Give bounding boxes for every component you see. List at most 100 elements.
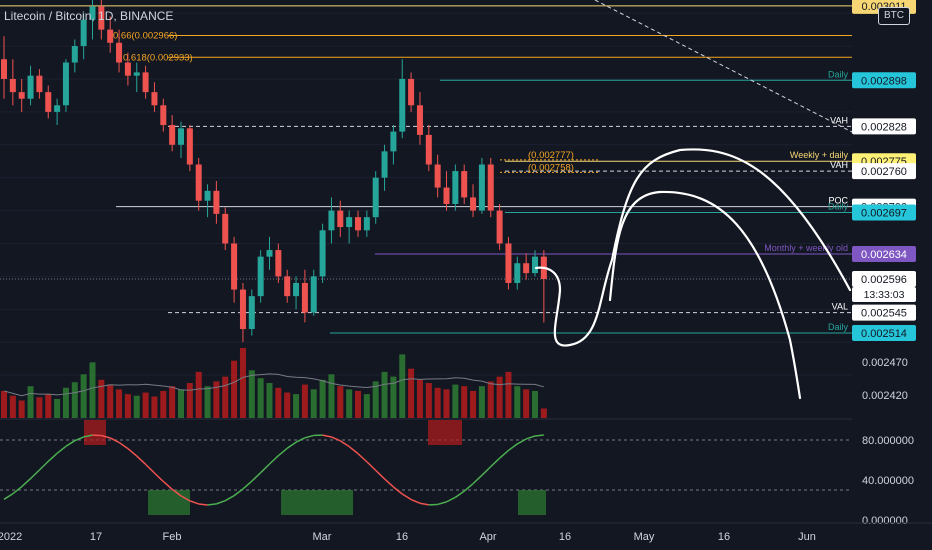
candle-body	[337, 210, 344, 228]
volume-bar	[284, 392, 291, 418]
osc-line-segment	[286, 441, 297, 449]
osc-line-segment	[366, 461, 377, 471]
level-002514-tag-bg	[852, 324, 916, 341]
volume-bar	[89, 362, 96, 418]
osc-line-segment	[207, 503, 217, 506]
volume-bar	[337, 386, 344, 418]
candle-body	[505, 243, 512, 283]
candle-body	[151, 92, 158, 106]
candle-body	[204, 190, 211, 201]
time-tick-label: May	[634, 531, 655, 543]
trend-line	[594, 0, 853, 133]
osc-line-segment	[277, 447, 288, 457]
osc-line-segment	[101, 434, 111, 439]
volume-bar	[355, 390, 361, 418]
candle-body	[169, 125, 176, 145]
osc-tick-label: 0.000000	[862, 515, 908, 527]
osc-line-segment	[384, 478, 394, 488]
volume-bar	[372, 381, 379, 418]
volume-bar	[213, 381, 220, 418]
osc-line-segment	[83, 434, 93, 438]
time-tick-label: 16	[559, 531, 571, 543]
price-tick-label: 0.002470	[862, 357, 908, 369]
volume-bar	[151, 396, 158, 418]
osc-oversold-zone	[518, 490, 546, 515]
candle-body	[27, 75, 34, 99]
volume-bar	[443, 389, 450, 418]
osc-oversold-zone	[281, 490, 353, 515]
time-tick-label: Jun	[798, 531, 816, 543]
osc-line-segment	[162, 480, 173, 490]
candle-body	[80, 19, 87, 47]
osc-line-segment	[153, 472, 164, 483]
osc-line-segment	[136, 455, 147, 465]
candle-body	[36, 75, 43, 93]
volume-bar	[54, 398, 61, 418]
price-axis: 0.0024700.0024200.0030110.0028980.002828…	[852, 0, 932, 550]
candle-body	[363, 217, 370, 231]
volume-bar	[133, 395, 140, 418]
level-poc-002706-right-label: POC	[828, 196, 848, 206]
volume-bar	[514, 386, 521, 418]
candle-body	[178, 128, 184, 145]
osc-line-segment	[516, 438, 527, 445]
volume-bar	[470, 390, 477, 418]
osc-line-segment	[392, 486, 403, 495]
osc-line-segment	[437, 501, 447, 506]
osc-line-segment	[171, 488, 182, 497]
volume-bar	[18, 400, 25, 418]
osc-line-segment	[304, 434, 314, 439]
osc-line-segment	[180, 495, 191, 502]
volume-bar	[204, 386, 211, 418]
volume-bar	[301, 384, 308, 418]
level-vah-002828-tag-bg	[852, 118, 916, 135]
osc-line-segment	[3, 493, 14, 500]
candle-body	[275, 250, 282, 277]
volume-bar	[71, 382, 78, 418]
volume-bar	[275, 387, 282, 418]
volume-bar	[178, 389, 184, 418]
volume-bar	[390, 376, 397, 418]
osc-line-segment	[331, 436, 341, 442]
volume-bar	[169, 386, 176, 418]
volume-bar	[1, 390, 7, 418]
level-val-002545-right-label: VAL	[832, 302, 848, 312]
level-vah-002828-right-label: VAH	[830, 115, 848, 125]
osc-line-segment	[251, 472, 262, 482]
level-current-002596-tag-bg	[852, 271, 916, 288]
volume-bar	[532, 390, 538, 418]
level-002697-tag-label: 0.002697	[861, 208, 907, 220]
candle-body	[142, 72, 149, 93]
projection-curve-2	[608, 190, 802, 400]
candle-body	[257, 256, 264, 297]
osc-line-segment	[481, 466, 492, 476]
level-current-002596-tag-label: 0.002596	[861, 274, 907, 286]
osc-line-segment	[348, 445, 359, 455]
volume-bar	[416, 379, 423, 418]
volume-bar	[160, 390, 167, 418]
projection-curve-1	[534, 148, 852, 347]
candle-body	[372, 177, 379, 218]
osc-line-segment	[189, 500, 199, 505]
osc-line-segment	[446, 496, 456, 503]
osc-line-segment	[463, 483, 474, 492]
candle-body	[98, 6, 105, 30]
volume-bar	[257, 378, 264, 418]
candle-body	[124, 62, 131, 76]
osc-oversold-zone	[148, 490, 190, 515]
volume-bar	[266, 383, 273, 418]
candle-body	[399, 78, 406, 132]
osc-line-segment	[224, 494, 235, 502]
level-002514-tag-label: 0.002514	[861, 328, 907, 340]
candle-body	[266, 250, 273, 257]
candle-body	[408, 78, 415, 106]
currency-button[interactable]: BTC	[878, 7, 910, 25]
volume-bar	[363, 394, 370, 418]
volume-bar	[381, 371, 388, 418]
osc-tick-label: 40.000000	[862, 475, 914, 487]
candle-body	[9, 78, 16, 93]
candle-body	[248, 296, 255, 330]
volume-bar	[116, 389, 123, 418]
